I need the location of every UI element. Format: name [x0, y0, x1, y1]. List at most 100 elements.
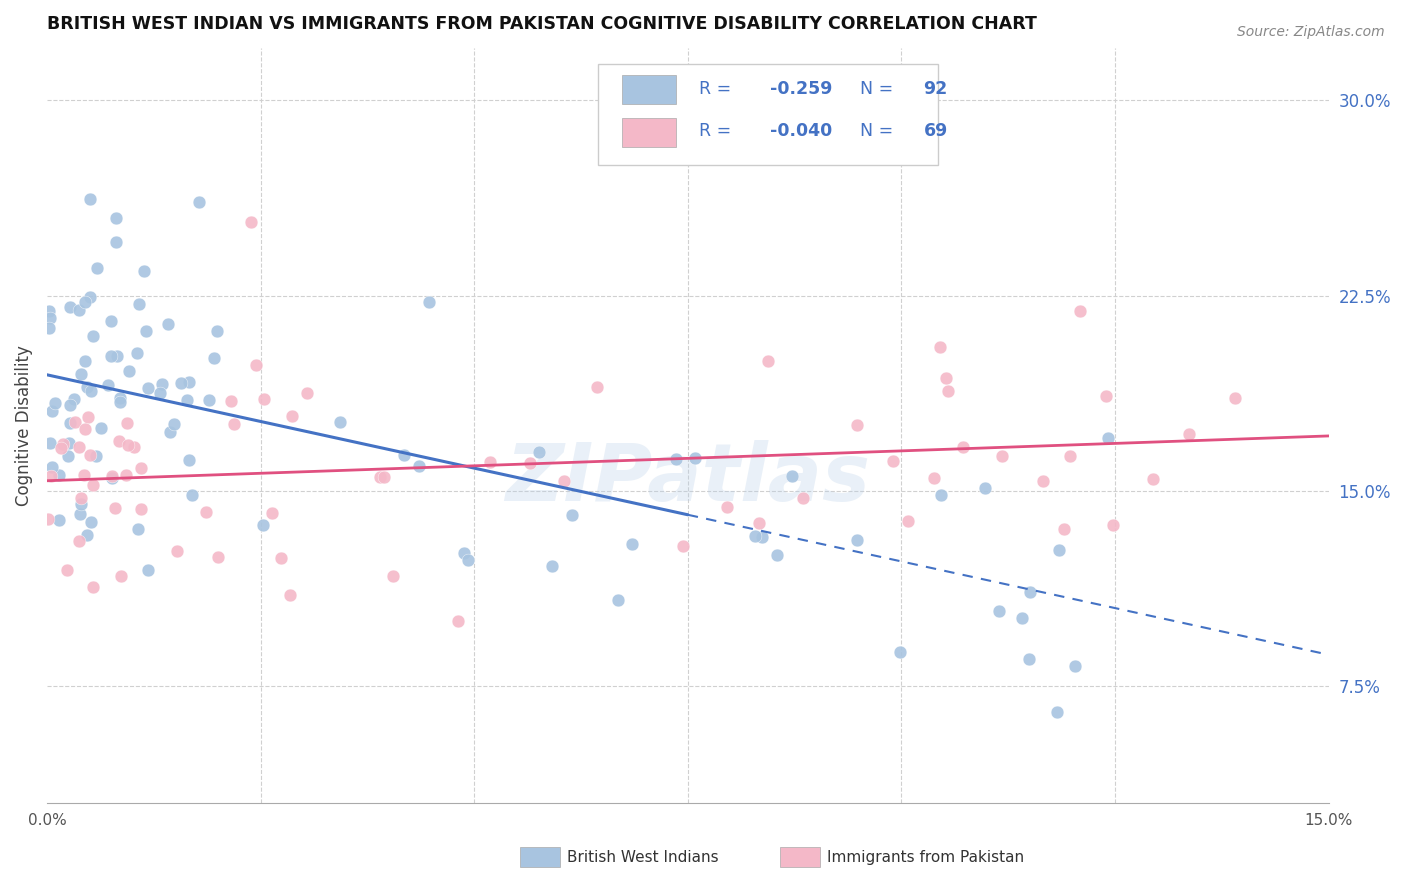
Text: N =: N = — [859, 80, 898, 98]
Point — [1223, 392, 1246, 406]
Point — [90, 421, 112, 435]
Point — [100, 349, 122, 363]
Point — [1097, 431, 1119, 445]
Point — [67, 440, 90, 454]
Point — [240, 215, 263, 229]
Point — [882, 454, 904, 468]
Point — [179, 375, 201, 389]
Point — [278, 588, 301, 602]
Point — [1011, 611, 1033, 625]
Point — [1032, 474, 1054, 488]
Text: 92: 92 — [924, 80, 948, 98]
Point — [748, 516, 770, 531]
Point — [1095, 389, 1118, 403]
Point — [135, 325, 157, 339]
Text: Immigrants from Pakistan: Immigrants from Pakistan — [827, 850, 1024, 864]
Point — [56, 450, 79, 464]
Point — [297, 385, 319, 400]
Point — [65, 415, 87, 429]
Point — [897, 514, 920, 528]
Point — [751, 530, 773, 544]
Point — [129, 460, 152, 475]
Point — [205, 324, 228, 338]
Point — [159, 425, 181, 439]
Point — [136, 381, 159, 395]
Point — [127, 522, 149, 536]
Point — [63, 392, 86, 407]
Point — [529, 444, 551, 458]
Point — [70, 491, 93, 505]
Text: -0.040: -0.040 — [770, 122, 832, 140]
Point — [329, 416, 352, 430]
Text: N =: N = — [859, 122, 898, 140]
FancyBboxPatch shape — [623, 75, 676, 103]
Point — [82, 477, 104, 491]
Point — [52, 437, 75, 451]
Point — [207, 549, 229, 564]
Point — [59, 416, 82, 430]
Point — [952, 441, 974, 455]
Point — [58, 436, 80, 450]
Point — [672, 540, 695, 554]
Point — [38, 311, 60, 326]
Point — [166, 543, 188, 558]
FancyBboxPatch shape — [623, 118, 676, 146]
Point — [105, 349, 128, 363]
Point — [118, 364, 141, 378]
Point — [134, 264, 156, 278]
Point — [136, 563, 159, 577]
Point — [1064, 659, 1087, 673]
Point — [75, 295, 97, 310]
Point — [1047, 543, 1070, 558]
Point — [540, 558, 562, 573]
Point — [929, 340, 952, 354]
Point — [620, 536, 643, 550]
Point — [69, 508, 91, 522]
Point — [766, 548, 789, 562]
Point — [108, 391, 131, 405]
Point — [683, 450, 706, 465]
Point — [1053, 522, 1076, 536]
Point — [104, 501, 127, 516]
Point — [1018, 651, 1040, 665]
Point — [38, 435, 60, 450]
Point — [67, 533, 90, 548]
Point — [392, 448, 415, 462]
Point — [929, 488, 952, 502]
Point — [82, 580, 104, 594]
Point — [368, 470, 391, 484]
Point — [222, 417, 245, 431]
Point — [453, 546, 475, 560]
Point — [128, 297, 150, 311]
Point — [1142, 472, 1164, 486]
Point — [122, 440, 145, 454]
Text: 69: 69 — [924, 122, 948, 140]
Point — [41, 460, 63, 475]
Point — [105, 211, 128, 225]
Point — [39, 469, 62, 483]
Point — [59, 300, 82, 314]
Point — [73, 467, 96, 482]
Point — [75, 353, 97, 368]
Point — [110, 395, 132, 409]
Text: Source: ZipAtlas.com: Source: ZipAtlas.com — [1237, 25, 1385, 39]
Point — [188, 194, 211, 209]
Point — [936, 384, 959, 398]
Y-axis label: Cognitive Disability: Cognitive Disability — [15, 345, 32, 507]
Point — [990, 449, 1012, 463]
Point — [80, 384, 103, 398]
Text: British West Indians: British West Indians — [567, 850, 718, 864]
Point — [97, 377, 120, 392]
Point — [204, 351, 226, 365]
Point — [129, 501, 152, 516]
Point — [59, 398, 82, 412]
Point — [418, 294, 440, 309]
Point — [935, 371, 957, 385]
Point — [41, 404, 63, 418]
Point — [114, 468, 136, 483]
Point — [177, 453, 200, 467]
Point — [150, 376, 173, 391]
Point — [586, 380, 609, 394]
Point — [245, 358, 267, 372]
Point — [447, 614, 470, 628]
